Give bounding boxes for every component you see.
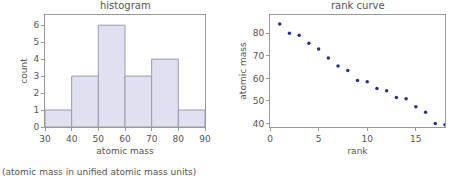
- svg-text:(atomic mass in unified atomic: (atomic mass in unified atomic mass unit…: [2, 167, 196, 177]
- svg-text:atomic mass: atomic mass: [238, 42, 248, 100]
- svg-text:80: 80: [253, 28, 265, 38]
- svg-text:atomic mass: atomic mass: [96, 146, 154, 156]
- svg-text:3: 3: [33, 71, 39, 81]
- svg-text:50: 50: [253, 96, 265, 106]
- svg-text:6: 6: [33, 20, 39, 30]
- svg-text:90: 90: [199, 134, 211, 144]
- svg-text:5: 5: [33, 37, 39, 47]
- svg-text:40: 40: [253, 119, 265, 129]
- svg-text:count: count: [19, 58, 29, 84]
- svg-text:50: 50: [93, 134, 105, 144]
- svg-text:80: 80: [173, 134, 185, 144]
- svg-text:rank: rank: [347, 146, 368, 156]
- svg-text:60: 60: [119, 134, 131, 144]
- svg-text:40: 40: [66, 134, 78, 144]
- svg-text:70: 70: [146, 134, 158, 144]
- svg-text:rank curve: rank curve: [331, 0, 385, 11]
- svg-text:10: 10: [361, 134, 373, 144]
- svg-text:30: 30: [39, 134, 51, 144]
- svg-text:70: 70: [253, 51, 265, 61]
- svg-text:5: 5: [316, 134, 322, 144]
- svg-text:histogram: histogram: [100, 0, 151, 11]
- svg-text:0: 0: [33, 122, 39, 132]
- svg-text:1: 1: [33, 105, 39, 115]
- svg-text:0: 0: [267, 134, 273, 144]
- svg-text:15: 15: [410, 134, 421, 144]
- svg-text:4: 4: [33, 54, 39, 64]
- svg-text:60: 60: [253, 74, 265, 84]
- svg-text:2: 2: [33, 88, 39, 98]
